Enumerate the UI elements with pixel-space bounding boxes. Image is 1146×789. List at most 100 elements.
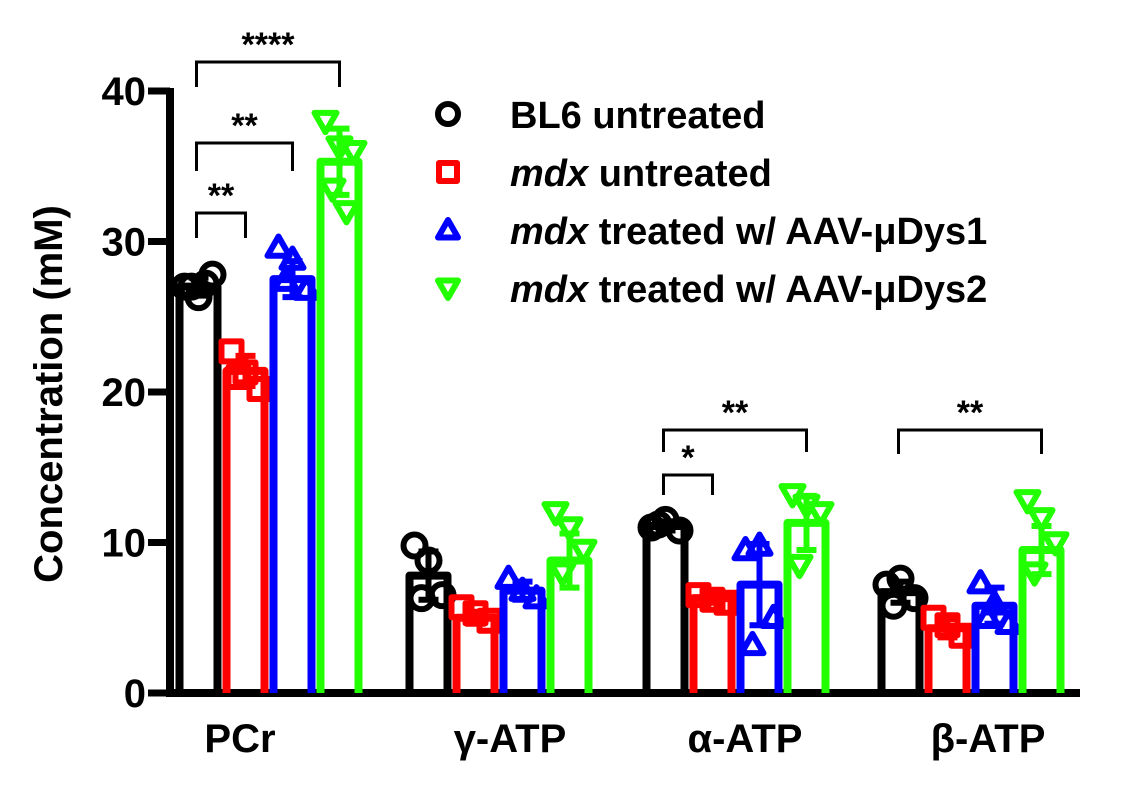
data-point-triangle-down xyxy=(1020,561,1049,587)
significance-bracket: ** xyxy=(662,394,808,452)
bar xyxy=(642,521,689,693)
data-point-triangle-down xyxy=(318,177,347,203)
significance-bracket: ** xyxy=(195,177,247,238)
significance-label: ** xyxy=(231,107,258,145)
data-point-triangle-down xyxy=(1027,507,1056,533)
y-tick-label: 30 xyxy=(102,221,147,265)
significance-label: ** xyxy=(722,394,749,432)
data-point-square xyxy=(436,160,460,184)
data-point-triangle-down xyxy=(541,501,570,527)
data-point-triangle-up xyxy=(522,584,551,610)
bar-group xyxy=(637,505,694,693)
bar xyxy=(222,366,269,693)
legend-label: mdx treated w/ AAV-μDys1 xyxy=(510,211,987,253)
data-point-circle xyxy=(177,272,206,301)
legend-item: mdx treated w/ AAV-μDys1 xyxy=(435,211,987,253)
data-point-triangle-up xyxy=(292,275,321,301)
data-point-triangle-up xyxy=(278,245,307,271)
bracket-line xyxy=(662,473,714,495)
data-point-triangle-down xyxy=(435,277,461,301)
significance-bracket: ** xyxy=(897,394,1043,454)
legend-label-italic: mdx xyxy=(510,211,590,253)
bar-group xyxy=(685,582,740,693)
bar-group xyxy=(920,604,975,693)
data-point-triangle-up xyxy=(494,564,523,590)
data-point-triangle-up xyxy=(973,603,1002,629)
y-tick-label: 40 xyxy=(102,70,147,114)
bar-group xyxy=(311,109,368,693)
bars xyxy=(170,109,1070,693)
data-point-square xyxy=(699,586,726,613)
data-point-circle xyxy=(435,101,461,127)
significance-label: ** xyxy=(957,394,984,432)
x-tick-label: PCr xyxy=(204,717,275,761)
bar-group xyxy=(264,233,321,693)
y-tick-label: 0 xyxy=(124,672,146,716)
bar-group xyxy=(448,594,503,693)
bar xyxy=(269,275,316,693)
data-point-triangle-up xyxy=(508,576,537,602)
bar-group xyxy=(218,338,273,693)
data-point-square xyxy=(225,363,252,390)
legend-item: mdx treated w/ AAV-μDys2 xyxy=(435,269,987,311)
data-point-circle xyxy=(191,269,220,298)
legend-label-text: untreated xyxy=(588,153,772,195)
data-point-triangle-down xyxy=(1041,531,1070,557)
data-point-square xyxy=(685,582,712,609)
y-tick-label: 20 xyxy=(102,371,147,415)
data-point-square xyxy=(218,338,245,365)
y-tick-label: 10 xyxy=(102,522,147,566)
bar-group xyxy=(400,531,457,693)
legend-label-text: treated w/ AAV-μDys2 xyxy=(588,269,987,311)
data-point-triangle-down xyxy=(555,516,584,542)
legend-item: mdx untreated xyxy=(436,153,772,195)
bar xyxy=(316,157,363,693)
data-point-triangle-down xyxy=(569,538,598,565)
bracket-line xyxy=(897,428,1043,454)
x-tick-label: γ-ATP xyxy=(454,717,567,761)
data-point-triangle-up xyxy=(738,630,767,657)
x-tick-label: β-ATP xyxy=(931,717,1046,761)
significance-bracket: * xyxy=(662,439,714,495)
data-point-triangle-down xyxy=(785,553,814,580)
legend-label: mdx untreated xyxy=(510,153,772,195)
data-point-circle xyxy=(414,546,443,575)
significance-bracket: ** xyxy=(195,107,294,171)
bar-group xyxy=(1013,489,1070,693)
legend-label: BL6 untreated xyxy=(510,95,765,137)
significance-label: * xyxy=(681,439,695,477)
data-point-triangle-up xyxy=(271,266,300,292)
data-point-triangle-down xyxy=(339,139,368,166)
bar-group xyxy=(541,501,598,693)
data-point-triangle-down xyxy=(548,561,577,587)
data-point-triangle-up xyxy=(980,590,1009,616)
data-point-triangle-up xyxy=(264,233,293,259)
data-point-circle xyxy=(644,510,673,539)
bar xyxy=(175,282,222,693)
bracket-line xyxy=(195,141,294,171)
legend-label-text: BL6 untreated xyxy=(510,95,765,137)
data-point-circle xyxy=(407,584,436,613)
data-point-square xyxy=(448,594,475,621)
bracket-line xyxy=(195,60,341,87)
data-point-square xyxy=(948,622,975,649)
data-point-triangle-up xyxy=(745,531,774,557)
data-point-square xyxy=(713,589,740,616)
legend-item: BL6 untreated xyxy=(435,95,765,137)
bar-group xyxy=(494,564,551,693)
data-point-triangle-down xyxy=(1013,489,1042,515)
bar-group xyxy=(731,531,788,693)
significance-brackets: *********** ** xyxy=(195,26,1043,495)
bracket-line xyxy=(662,428,808,452)
data-point-triangle-down xyxy=(332,200,361,226)
x-tick-label: α-ATP xyxy=(688,717,803,761)
legend-label-italic: mdx xyxy=(510,269,590,311)
data-point-triangle-up xyxy=(435,217,461,241)
y-axis-label: Concentration (mM) xyxy=(27,205,71,583)
data-point-circle xyxy=(879,591,908,620)
legend: BL6 untreated mdx untreated mdx treated w/… xyxy=(435,95,987,311)
significance-label: **** xyxy=(242,26,296,64)
significance-bracket: **** xyxy=(195,26,341,87)
bracket-line xyxy=(195,211,247,238)
